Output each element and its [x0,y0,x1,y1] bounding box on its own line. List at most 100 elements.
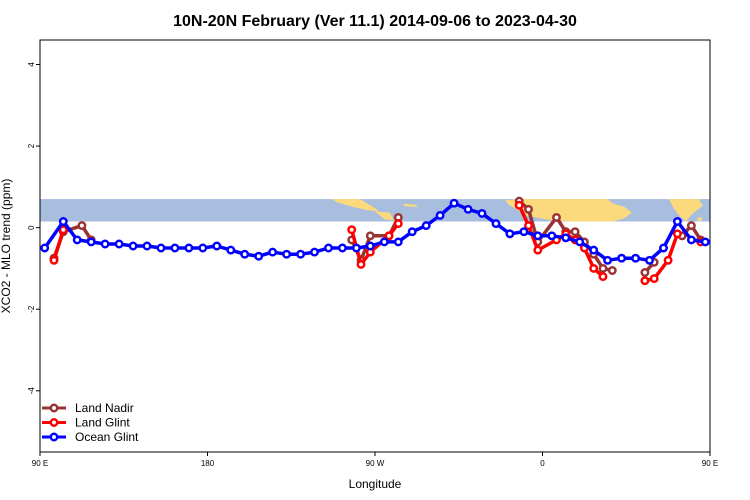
land-mexico [332,199,379,212]
legend-item-ocean-glint: Ocean Glint [42,430,139,444]
x-tick-label: 0 [540,459,545,468]
data-point [49,255,59,265]
data-point [631,253,641,263]
legend-label: Land Nadir [75,401,134,415]
data-point [347,225,357,235]
land-caribbean [402,203,418,207]
data-point [268,247,278,257]
data-point [505,229,515,239]
series-ocean-glint [40,198,736,265]
data-point [659,243,668,253]
data-point [72,235,82,245]
y-tick-label: -4 [27,387,36,395]
data-point [198,243,208,253]
data-point [533,231,543,241]
data-point [730,241,736,247]
data-point [379,237,389,247]
land-sri-lanka [697,217,703,222]
x-tick-label: 90 W [366,459,385,468]
x-tick-label: 90 E [702,459,718,468]
data-point [519,227,529,237]
data-point [700,237,710,247]
data-point [640,276,650,286]
series-line [644,233,680,283]
data-point [603,255,613,265]
data-point [212,241,222,251]
data-point [672,217,682,226]
data-point [524,204,533,214]
data-point [672,229,682,239]
y-axis-label: XCO2 - MLO trend (ppm) [0,179,13,314]
legend-item-land-nadir: Land Nadir [42,401,134,415]
data-point [435,210,445,220]
data-point [184,243,194,253]
data-point [100,239,110,249]
world-map-strip [40,199,747,222]
data-point [40,243,50,253]
data-point [686,235,696,245]
data-point [607,266,617,275]
x-axis-label: Longitude [349,477,402,491]
legend-label: Ocean Glint [75,430,139,444]
data-point [384,231,394,241]
data-point [640,268,650,277]
data-point [514,200,524,210]
data-point [617,253,627,263]
data-point [226,245,236,255]
data-point [282,249,292,259]
data-point [114,239,124,249]
y-tick-label: 0 [27,225,36,230]
data-point [598,272,608,282]
data-point [296,249,306,259]
legend-marker [49,432,59,442]
data-point [449,198,459,208]
data-point [310,247,319,257]
data-point [589,263,599,273]
land-central-america [375,211,394,221]
y-axis: -4 -2 0 2 4 [27,62,40,395]
data-point [365,231,375,241]
data-point [58,225,68,235]
land-indochina [725,199,747,221]
data-point [421,221,431,231]
data-point [716,241,722,247]
data-point [649,274,659,284]
data-point [463,204,473,214]
data-point [58,217,68,226]
legend-marker [49,418,59,427]
data-point [598,263,608,273]
data-point [533,245,543,255]
series-layer [40,196,736,286]
data-point [356,259,366,269]
data-point [547,231,557,241]
y-tick-label: 4 [27,62,36,67]
data-point [491,219,501,229]
data-point [156,243,166,253]
data-point [575,237,585,247]
data-point [686,221,696,231]
data-point [351,243,361,253]
data-point [337,243,347,253]
data-point [663,255,673,265]
data-point [170,243,180,253]
data-point [365,241,375,251]
data-point [524,221,533,231]
legend-label: Land Glint [75,416,130,430]
y-tick-label: 2 [27,143,36,148]
data-point [240,249,250,259]
data-point [393,219,403,229]
data-point [477,208,487,218]
data-point [393,237,403,247]
legend-marker [49,403,59,413]
map-land-masses [332,199,747,222]
chart-title: 10N-20N February (Ver 11.1) 2014-09-06 t… [173,13,577,30]
x-tick-label: 90 E [32,459,48,468]
data-point [589,245,599,255]
data-point [128,241,138,251]
data-point [254,251,264,261]
data-point [324,243,333,253]
data-point [407,227,417,237]
x-axis: 90 E 180 90 W 0 90 E [32,452,718,468]
